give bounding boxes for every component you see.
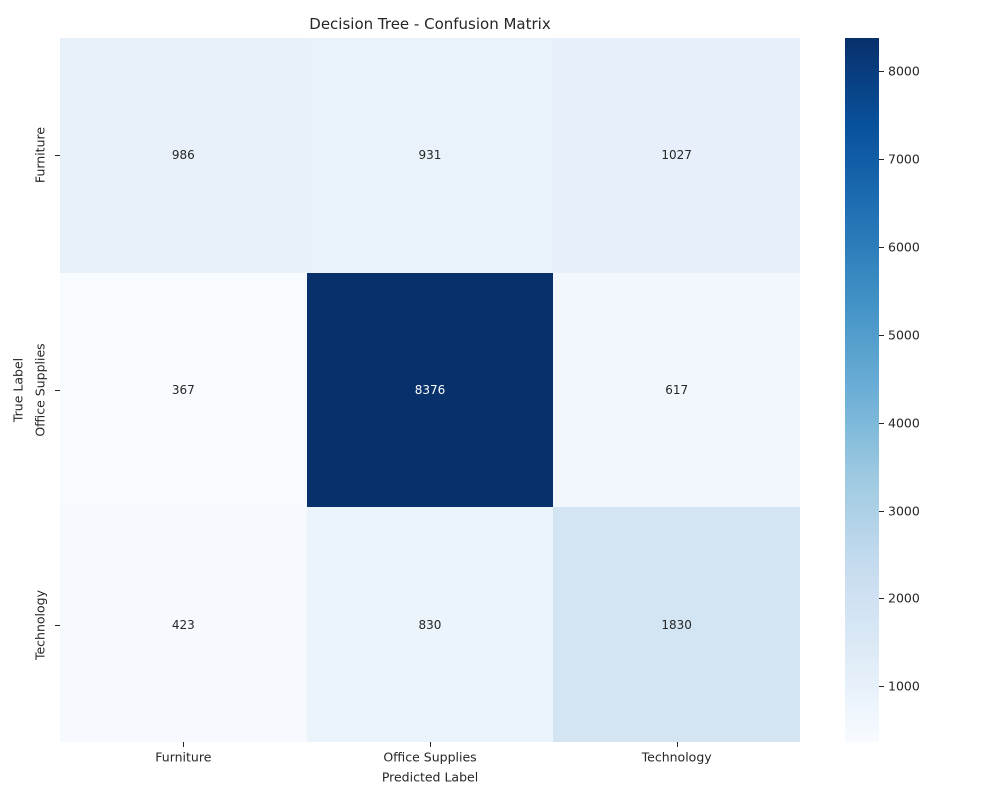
colorbar-tick-label: 3000 xyxy=(888,503,920,519)
colorbar-tick-mark xyxy=(879,334,884,336)
heatmap-cell: 830 xyxy=(306,507,554,742)
y-tick-mark xyxy=(55,390,60,391)
chart-title: Decision Tree - Confusion Matrix xyxy=(309,15,551,33)
cell-value: 423 xyxy=(171,617,195,632)
colorbar-tick-label: 7000 xyxy=(888,151,920,167)
colorbar-tick-label: 1000 xyxy=(888,678,920,694)
heatmap-cell: 931 xyxy=(306,38,554,273)
colorbar-tick-label: 2000 xyxy=(888,590,920,606)
heatmap-cell: 986 xyxy=(60,38,307,273)
colorbar-tick-mark xyxy=(879,71,884,73)
heatmap-plot: 986 931 1027 367 8376 617 423 830 1830 xyxy=(60,38,800,742)
cell-value: 931 xyxy=(418,148,442,163)
colorbar-tick-mark xyxy=(879,510,884,512)
heatmap-cell: 617 xyxy=(553,272,800,508)
x-tick-label: Office Supplies xyxy=(383,749,477,765)
y-tick-label: Office Supplies xyxy=(32,343,48,437)
y-tick-label: Technology xyxy=(32,589,48,660)
colorbar-tick-mark xyxy=(879,598,884,600)
y-tick-mark xyxy=(55,155,60,157)
cell-value: 1027 xyxy=(661,148,692,163)
heatmap-cell: 423 xyxy=(60,507,307,742)
y-axis-label: True Label xyxy=(10,357,26,423)
colorbar-tick-mark xyxy=(879,158,884,160)
colorbar-tick-mark xyxy=(879,686,884,688)
cell-value: 986 xyxy=(171,148,195,163)
colorbar-tick-label: 5000 xyxy=(888,327,920,343)
x-tick-label: Technology xyxy=(641,749,712,765)
colorbar-tick-mark xyxy=(879,422,884,424)
x-tick-mark xyxy=(183,742,185,747)
colorbar-tick-label: 6000 xyxy=(888,239,920,255)
cell-value: 1830 xyxy=(661,617,692,632)
cell-value: 367 xyxy=(171,382,195,397)
x-tick-mark xyxy=(676,742,678,747)
colorbar-tick-mark xyxy=(879,246,884,248)
heatmap-cell: 367 xyxy=(60,272,307,508)
cell-value: 617 xyxy=(665,382,689,397)
x-axis-label: Predicted Label xyxy=(381,769,479,785)
cell-value: 8376 xyxy=(414,382,446,397)
y-tick-mark xyxy=(55,624,60,626)
x-tick-label: Furniture xyxy=(155,749,212,765)
heatmap-cell: 1027 xyxy=(553,38,800,273)
x-tick-mark xyxy=(430,742,431,747)
colorbar-tick-label: 8000 xyxy=(888,63,920,79)
heatmap-cell: 1830 xyxy=(553,507,800,742)
cell-value: 830 xyxy=(418,617,442,632)
heatmap-cell: 8376 xyxy=(306,272,554,508)
colorbar xyxy=(845,38,879,742)
colorbar-tick-label: 4000 xyxy=(888,415,920,431)
y-tick-label: Furniture xyxy=(32,127,48,184)
